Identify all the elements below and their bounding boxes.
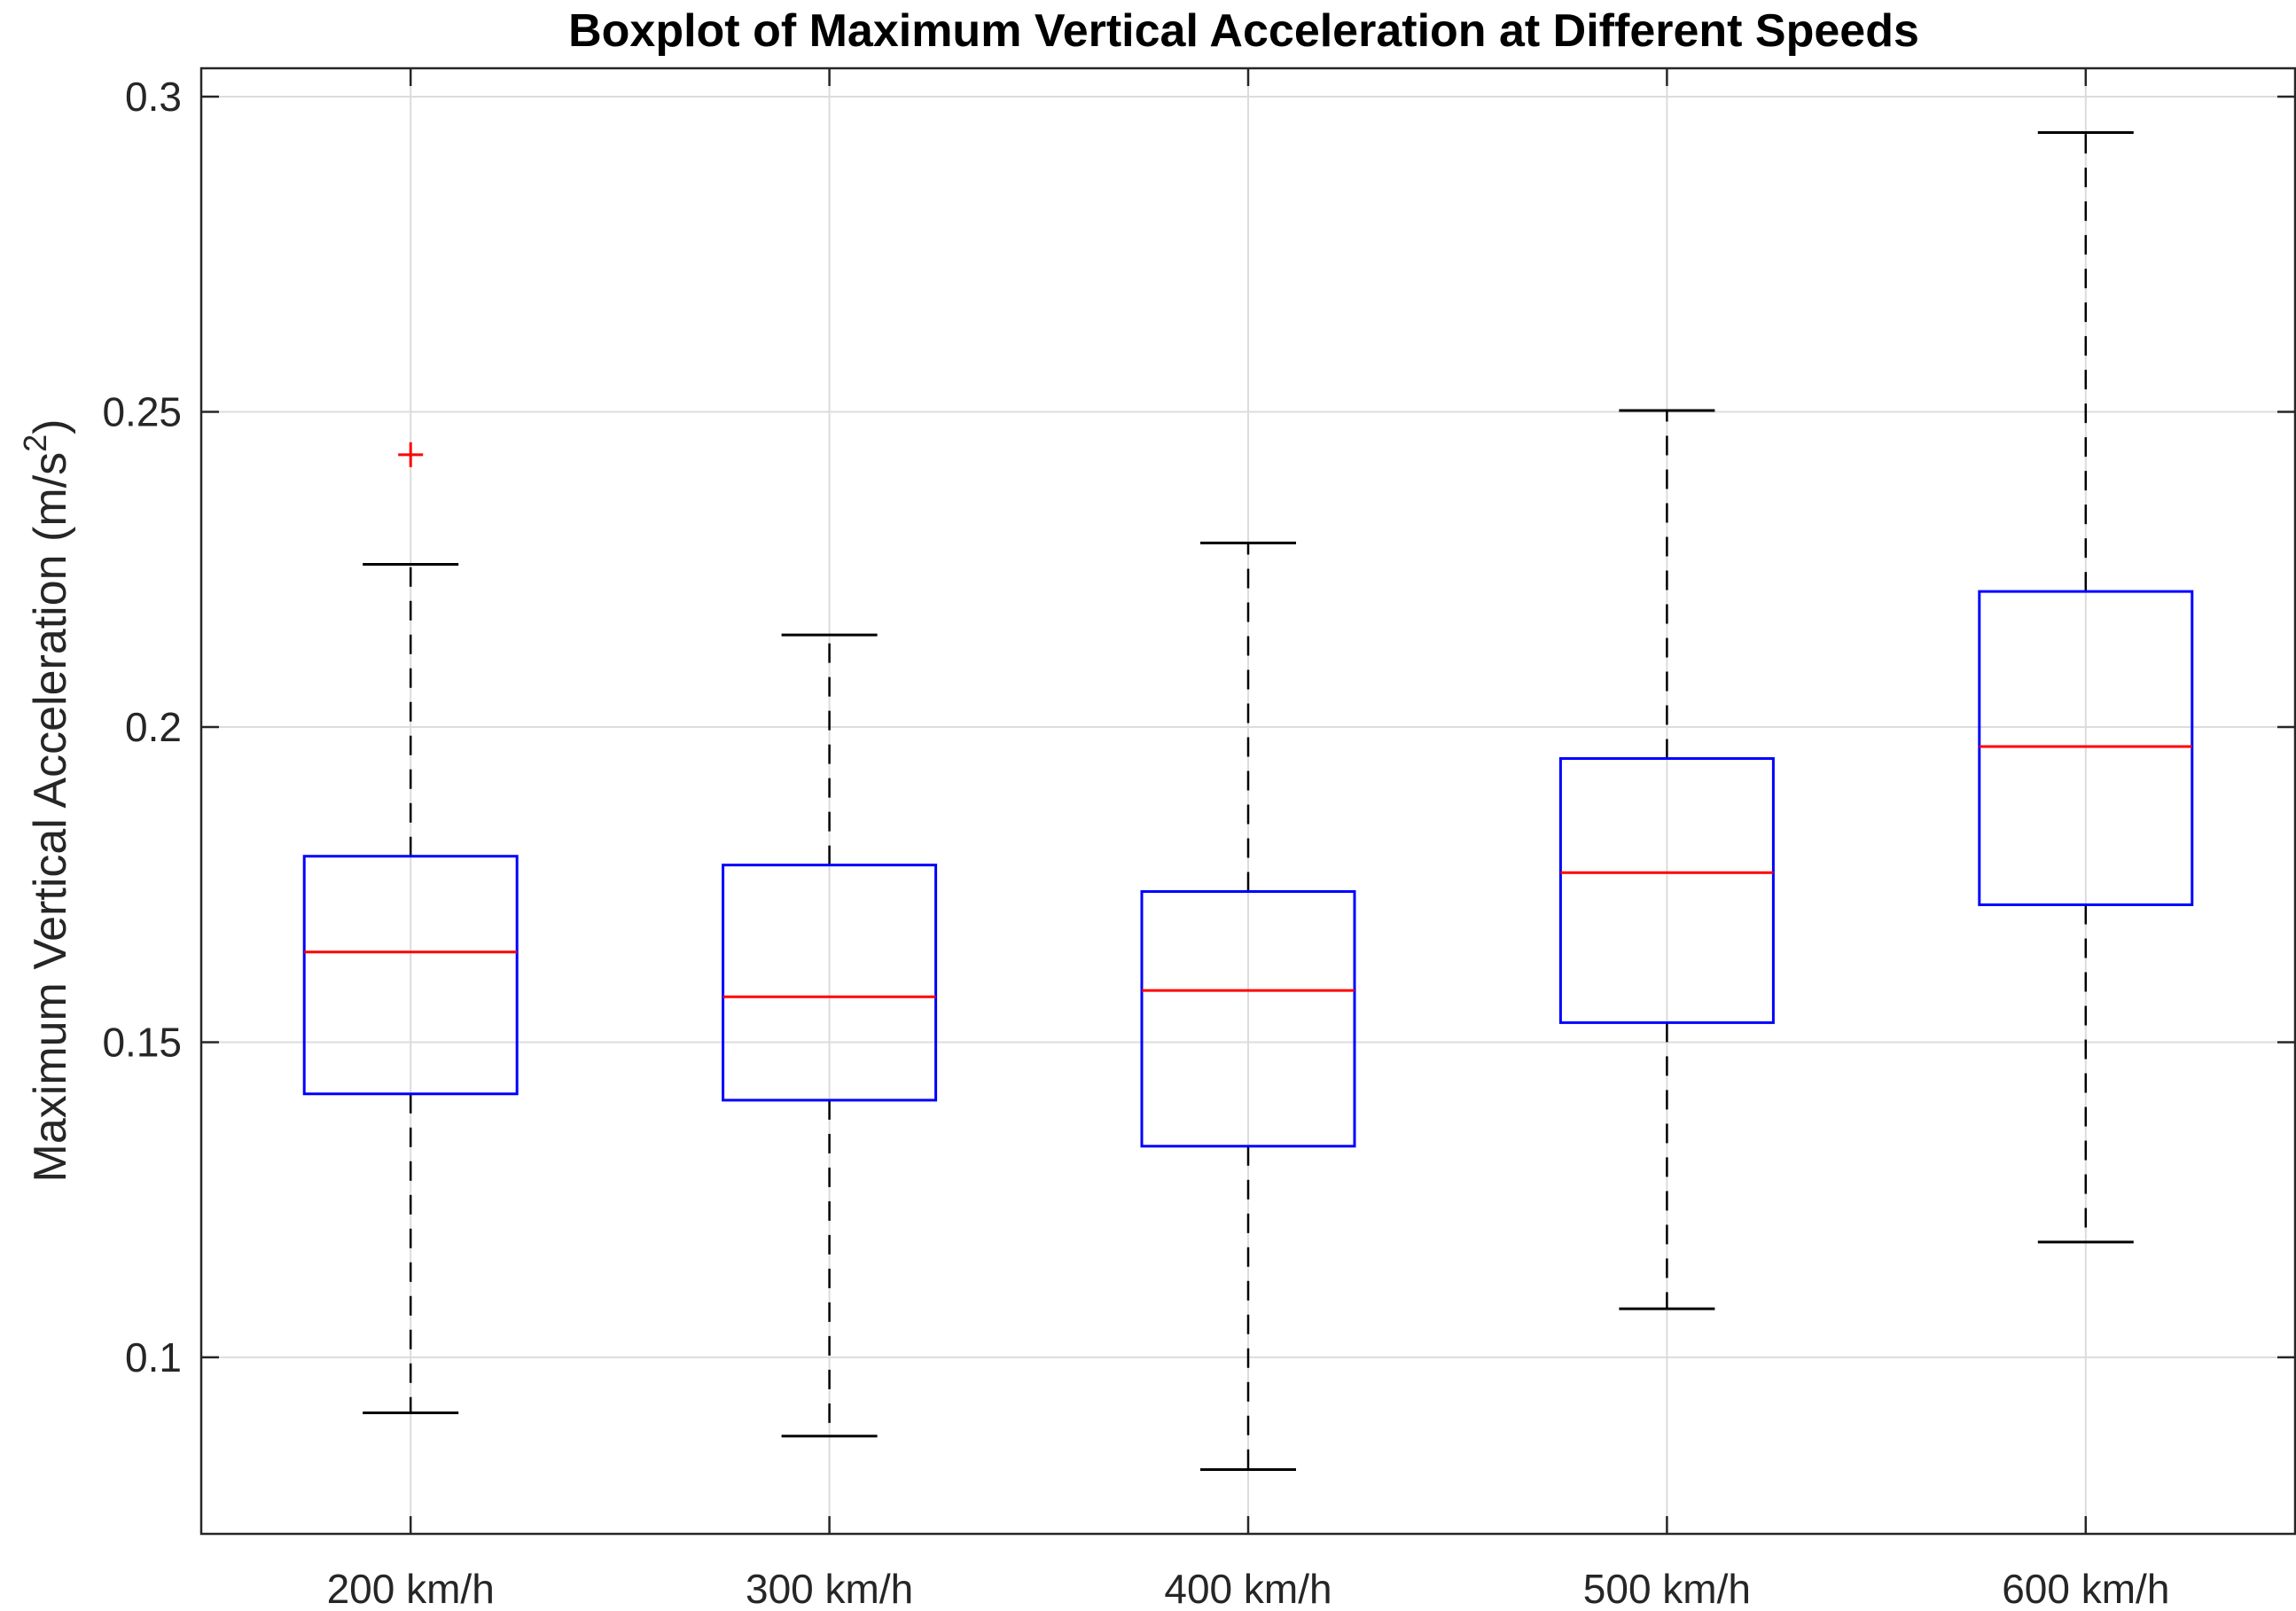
y-tick-label: 0.15	[102, 1019, 182, 1065]
y-axis-label: Maximum Vertical Acceleration (m/s2)	[17, 419, 76, 1183]
y-tick-label: 0.3	[125, 74, 182, 120]
plot-area	[199, 66, 2296, 1536]
box-group	[1140, 541, 1356, 1471]
box-group	[722, 633, 938, 1438]
y-axis-label-superscript: 2	[17, 434, 53, 452]
x-tick-labels: 200 km/h 300 km/h 400 km/h 500 km/h 600 km/h	[327, 1566, 2170, 1611]
iqr-box	[1558, 757, 1775, 1024]
y-tick-label: 0.2	[125, 704, 182, 750]
box-group	[302, 442, 519, 1414]
y-tick-label: 0.1	[125, 1334, 182, 1380]
tick-marks	[201, 68, 2295, 1534]
iqr-box	[1140, 890, 1356, 1148]
y-tick-labels: 0.1 0.15 0.2 0.25 0.3	[102, 74, 182, 1380]
box-series	[302, 131, 2194, 1471]
chart-title: Boxplot of Maximum Vertical Acceleration…	[568, 5, 1919, 57]
outlier-marker	[398, 442, 424, 467]
iqr-box	[1978, 590, 2194, 906]
x-tick-label: 400 km/h	[1164, 1566, 1332, 1611]
iqr-box	[722, 864, 938, 1102]
x-tick-label: 300 km/h	[746, 1566, 913, 1611]
grid-lines	[201, 68, 2295, 1534]
box-group	[1558, 409, 1775, 1310]
x-tick-label: 200 km/h	[327, 1566, 495, 1611]
iqr-box	[302, 855, 519, 1096]
box-group	[1978, 131, 2194, 1244]
x-tick-label: 600 km/h	[2002, 1566, 2169, 1611]
y-axis-label-close: )	[25, 419, 76, 434]
y-axis-label-main: Maximum Vertical Acceleration (m/s	[25, 452, 76, 1183]
y-tick-label: 0.25	[102, 388, 182, 434]
x-tick-label: 500 km/h	[1583, 1566, 1751, 1611]
